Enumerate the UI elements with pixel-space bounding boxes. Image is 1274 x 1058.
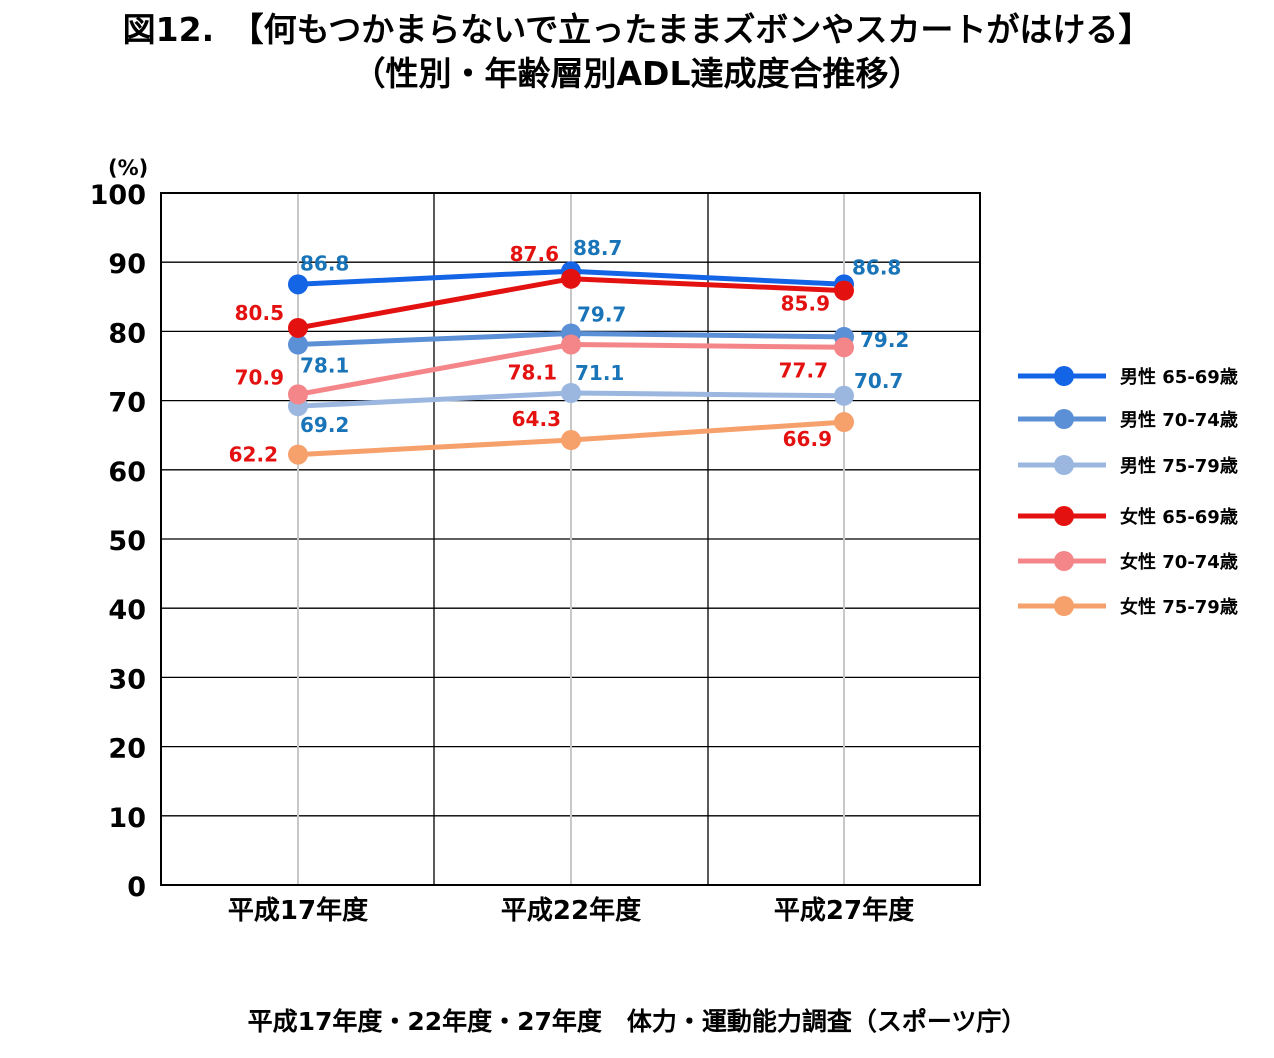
data-point [288,384,308,405]
data-point [834,337,854,358]
y-tick-label: 10 [108,803,146,834]
data-label: 80.5 [235,301,284,325]
x-tick-label: 平成22年度 [501,895,641,926]
data-point [288,317,308,338]
line-chart: 0 10 20 30 40 50 60 70 80 90 100(%) 平成17年度 平成22年度 平成2… [90,156,1238,926]
data-label: 85.9 [781,292,830,316]
series-3: 69.2 71.1 70.7 [288,361,903,437]
legend-item-1: 男性 65-69歳 [1018,366,1238,388]
data-label: 66.9 [783,427,832,451]
legend-label: 男性 70-74歳 [1120,409,1238,431]
legend-item-3: 男性 75-79歳 [1018,455,1238,477]
y-tick-label: 40 [108,595,146,626]
data-label: 69.2 [300,413,349,437]
data-point [834,385,854,406]
chart-title-line1: 図12. 【何もつかまらないで立ったままズボンやスカートがはける】 [122,10,1152,49]
data-point [561,430,581,451]
data-label: 79.7 [577,302,626,326]
y-tick-label: 80 [108,318,146,349]
plot-border [160,192,981,886]
data-source: 平成17年度・22年度・27年度 体力・運動能力調査（スポーツ庁） [247,1007,1027,1036]
y-tick-label: 100 [90,180,146,211]
series-6: 62.2 64.3 66.9 [229,407,854,467]
data-label: 62.2 [229,443,278,467]
legend-item-2: 男性 70-74歳 [1018,409,1238,431]
data-point [288,334,308,355]
series-5: 70.9 78.1 77.7 [235,334,854,405]
data-label: 87.6 [510,242,559,266]
y-tick-label: 70 [108,388,146,419]
data-label: 79.2 [860,328,909,352]
legend-label: 女性 65-69歳 [1120,506,1238,528]
legend-item-5: 女性 70-74歳 [1018,551,1238,573]
y-tick-label: 60 [108,457,146,488]
legend-label: 女性 75-79歳 [1120,596,1238,618]
y-tick-label: 90 [108,249,146,280]
x-tick-label: 平成27年度 [774,895,914,926]
data-label: 78.1 [300,354,349,378]
legend-marker [1054,551,1074,571]
data-point [561,334,581,355]
data-label: 78.1 [508,361,557,385]
x-tick-label: 平成17年度 [228,895,368,926]
series-4: 80.5 87.6 85.9 [235,242,854,338]
data-label: 86.8 [300,251,349,275]
legend-marker [1054,409,1074,429]
data-point [834,412,854,433]
data-point [561,268,581,289]
legend-item-4: 女性 65-69歳 [1018,506,1238,528]
data-point [288,444,308,465]
legend-marker [1054,506,1074,526]
legend-marker [1054,596,1074,616]
y-axis-unit: (%) [108,156,148,180]
data-point [288,274,308,295]
data-label: 71.1 [575,361,624,385]
data-point [561,382,581,403]
data-point [834,280,854,301]
y-tick-label: 0 [127,872,146,903]
legend-marker [1054,366,1074,386]
legend-marker [1054,455,1074,475]
legend-label: 男性 75-79歳 [1120,455,1238,477]
data-label: 77.7 [779,358,828,382]
legend-label: 女性 70-74歳 [1120,551,1238,573]
data-label: 88.7 [573,236,622,260]
chart-title-line2: （性別・年齢層別ADL達成度合推移） [352,54,922,93]
data-label: 64.3 [512,407,561,431]
legend-label: 男性 65-69歳 [1120,366,1238,388]
data-label: 70.9 [235,365,284,389]
y-tick-label: 20 [108,734,146,765]
y-tick-label: 50 [108,526,146,557]
data-label: 70.7 [854,369,903,393]
y-tick-label: 30 [108,664,146,695]
legend-item-6: 女性 75-79歳 [1018,596,1238,618]
data-label: 86.8 [852,255,901,279]
